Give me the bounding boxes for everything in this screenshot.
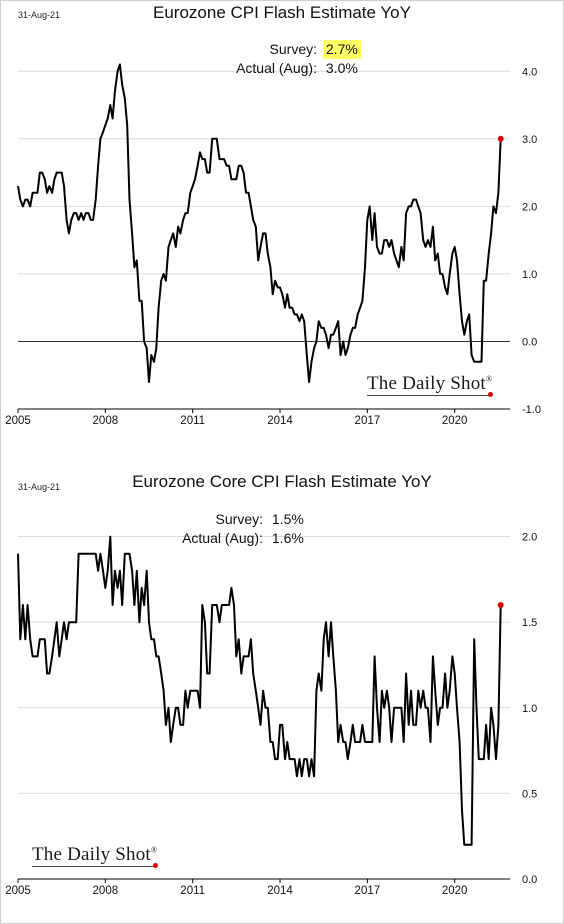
x-tick-label: 2011 (180, 885, 205, 897)
brand-dot (488, 392, 493, 397)
y-tick-label: 1.0 (522, 269, 537, 281)
chart-panel-core-cpi: 2.0 1.5 1.0 0.5 0.0 2005 2008 2011 2014 2017 2020 … (0, 462, 564, 924)
x-tick-label: 2020 (442, 885, 468, 897)
brand-logo: The Daily Shot® (367, 373, 493, 394)
actual-label: Actual (Aug): (236, 60, 317, 76)
brand-text: The Daily Shot (367, 373, 486, 394)
brand-underline (32, 866, 154, 867)
actual-value: 3.0% (325, 60, 358, 76)
brand-logo: The Daily Shot® (32, 844, 158, 865)
y-tick-label: 2.0 (522, 532, 537, 544)
latest-point-marker (497, 135, 504, 142)
x-tick-label: 2017 (355, 885, 381, 897)
survey-box: Survey: 2.7% Actual (Aug): 3.0% (228, 40, 428, 78)
series-line (17, 535, 502, 846)
actual-value: 1.6% (271, 530, 304, 546)
chart-title: Eurozone Core CPI Flash Estimate YoY (132, 472, 432, 491)
chart-plot-core-cpi: 2.0 1.5 1.0 0.5 0.0 2005 2008 2011 2014 2017 2020 (5, 532, 537, 897)
y-tick-label: -1.0 (522, 404, 541, 416)
survey-label: Survey: (269, 41, 317, 57)
x-tick-label: 2017 (355, 415, 381, 427)
x-tick-label: 2020 (442, 415, 468, 427)
latest-point-marker (497, 602, 504, 609)
survey-value: 1.5% (271, 511, 304, 527)
chart-plot-headline-cpi: 4.0 3.0 2.0 1.0 0.0 -1.0 2005 2008 2011 2014 2017 2… (5, 63, 541, 427)
actual-label: Actual (Aug): (182, 530, 263, 546)
y-tick-label: 0.0 (522, 336, 537, 348)
series-line (17, 63, 502, 383)
y-tick-label: 2.0 (522, 201, 537, 213)
chart-panel-headline-cpi: 4.0 3.0 2.0 1.0 0.0 -1.0 2005 2008 2011 2014 2017 2… (5, 3, 541, 427)
x-tick-label: 2008 (93, 415, 119, 427)
y-tick-label: 4.0 (522, 66, 537, 78)
brand-dot (153, 863, 158, 868)
x-tick-label: 2014 (267, 885, 293, 897)
y-tick-label: 3.0 (522, 134, 537, 146)
x-tick-label: 2014 (267, 415, 293, 427)
date-stamp: 31-Aug-21 (18, 10, 61, 20)
y-tick-label: 1.5 (522, 617, 537, 629)
x-tick-label: 2008 (93, 885, 119, 897)
brand-underline (367, 395, 489, 396)
survey-label: Survey: (215, 511, 263, 527)
survey-value: 2.7% (322, 40, 361, 59)
y-tick-label: 1.0 (522, 703, 537, 715)
chart-title: Eurozone CPI Flash Estimate YoY (153, 3, 411, 22)
date-stamp: 31-Aug-21 (18, 482, 61, 492)
x-tick-label: 2005 (5, 885, 31, 897)
x-tick-label: 2005 (5, 415, 31, 427)
x-tick-label: 2011 (180, 415, 205, 427)
y-tick-label: 0.5 (522, 788, 537, 800)
brand-text: The Daily Shot (32, 844, 151, 865)
y-tick-label: 0.0 (522, 874, 537, 886)
survey-box: Survey: 1.5% Actual (Aug): 1.6% (174, 510, 374, 548)
